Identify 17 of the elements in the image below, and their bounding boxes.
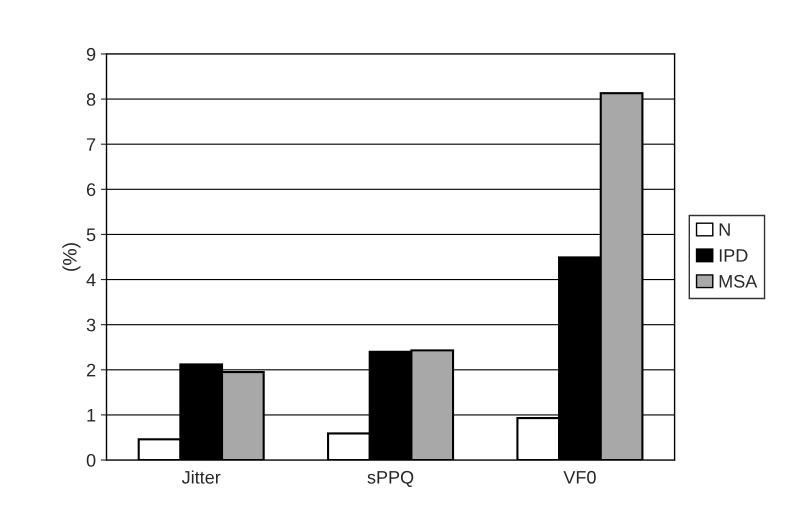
y-tick-label: 1	[87, 409, 96, 422]
y-tick-label: 7	[86, 138, 96, 151]
y-tick-label: 4	[86, 274, 96, 286]
y-tick-label: 6	[86, 183, 96, 196]
y-tick-label: 9	[86, 48, 96, 61]
x-tick-label: Jitter	[182, 470, 220, 484]
legend-label: IPD	[720, 249, 748, 262]
y-axis-title: (%)	[62, 243, 80, 271]
legend-label: MSA	[720, 274, 758, 288]
x-tick-label: sPPQ	[367, 470, 414, 487]
y-tick-label: 0	[86, 454, 96, 467]
x-tick-label: VF0	[563, 470, 596, 484]
y-tick-label: 3	[86, 318, 96, 332]
y-tick-label: 8	[86, 93, 96, 106]
legend-label: N	[720, 223, 730, 236]
y-tick-label: 5	[86, 228, 96, 242]
y-tick-label: 2	[86, 364, 96, 376]
